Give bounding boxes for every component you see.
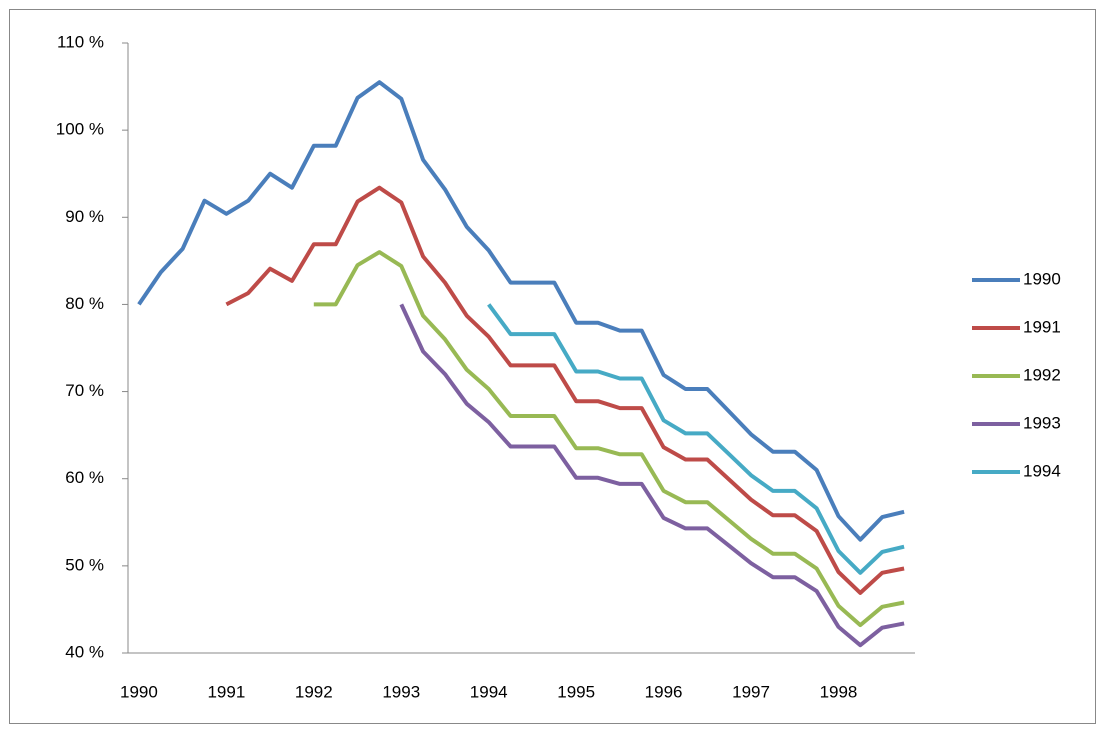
x-tick-label: 1991 [207, 682, 245, 701]
x-tick-label: 1990 [120, 682, 158, 701]
y-tick-label: 80 % [65, 294, 104, 313]
legend-label: 1991 [1023, 317, 1061, 336]
series-line [487, 303, 905, 575]
series-line [137, 80, 905, 542]
x-tick-label: 1998 [820, 682, 858, 701]
series-line [399, 303, 905, 648]
x-tick-label: 1996 [645, 682, 683, 701]
y-tick-label: 100 % [56, 120, 104, 139]
legend-label: 1993 [1023, 413, 1061, 432]
y-tick-label: 50 % [65, 555, 104, 574]
legend-label: 1992 [1023, 365, 1061, 384]
y-tick-label: 40 % [65, 642, 104, 661]
y-tick-label: 70 % [65, 381, 104, 400]
x-tick-label: 1995 [557, 682, 595, 701]
legend-label: 1990 [1023, 269, 1061, 288]
x-tick-label: 1997 [732, 682, 770, 701]
y-tick-label: 110 % [57, 32, 104, 51]
x-tick-label: 1992 [295, 682, 333, 701]
series-line [225, 185, 905, 595]
legend-label: 1994 [1023, 461, 1061, 480]
x-tick-label: 1994 [470, 682, 508, 701]
y-tick-label: 90 % [65, 207, 104, 226]
y-tick-label: 60 % [65, 468, 104, 487]
series-line [313, 250, 905, 628]
x-tick-label: 1993 [382, 682, 420, 701]
